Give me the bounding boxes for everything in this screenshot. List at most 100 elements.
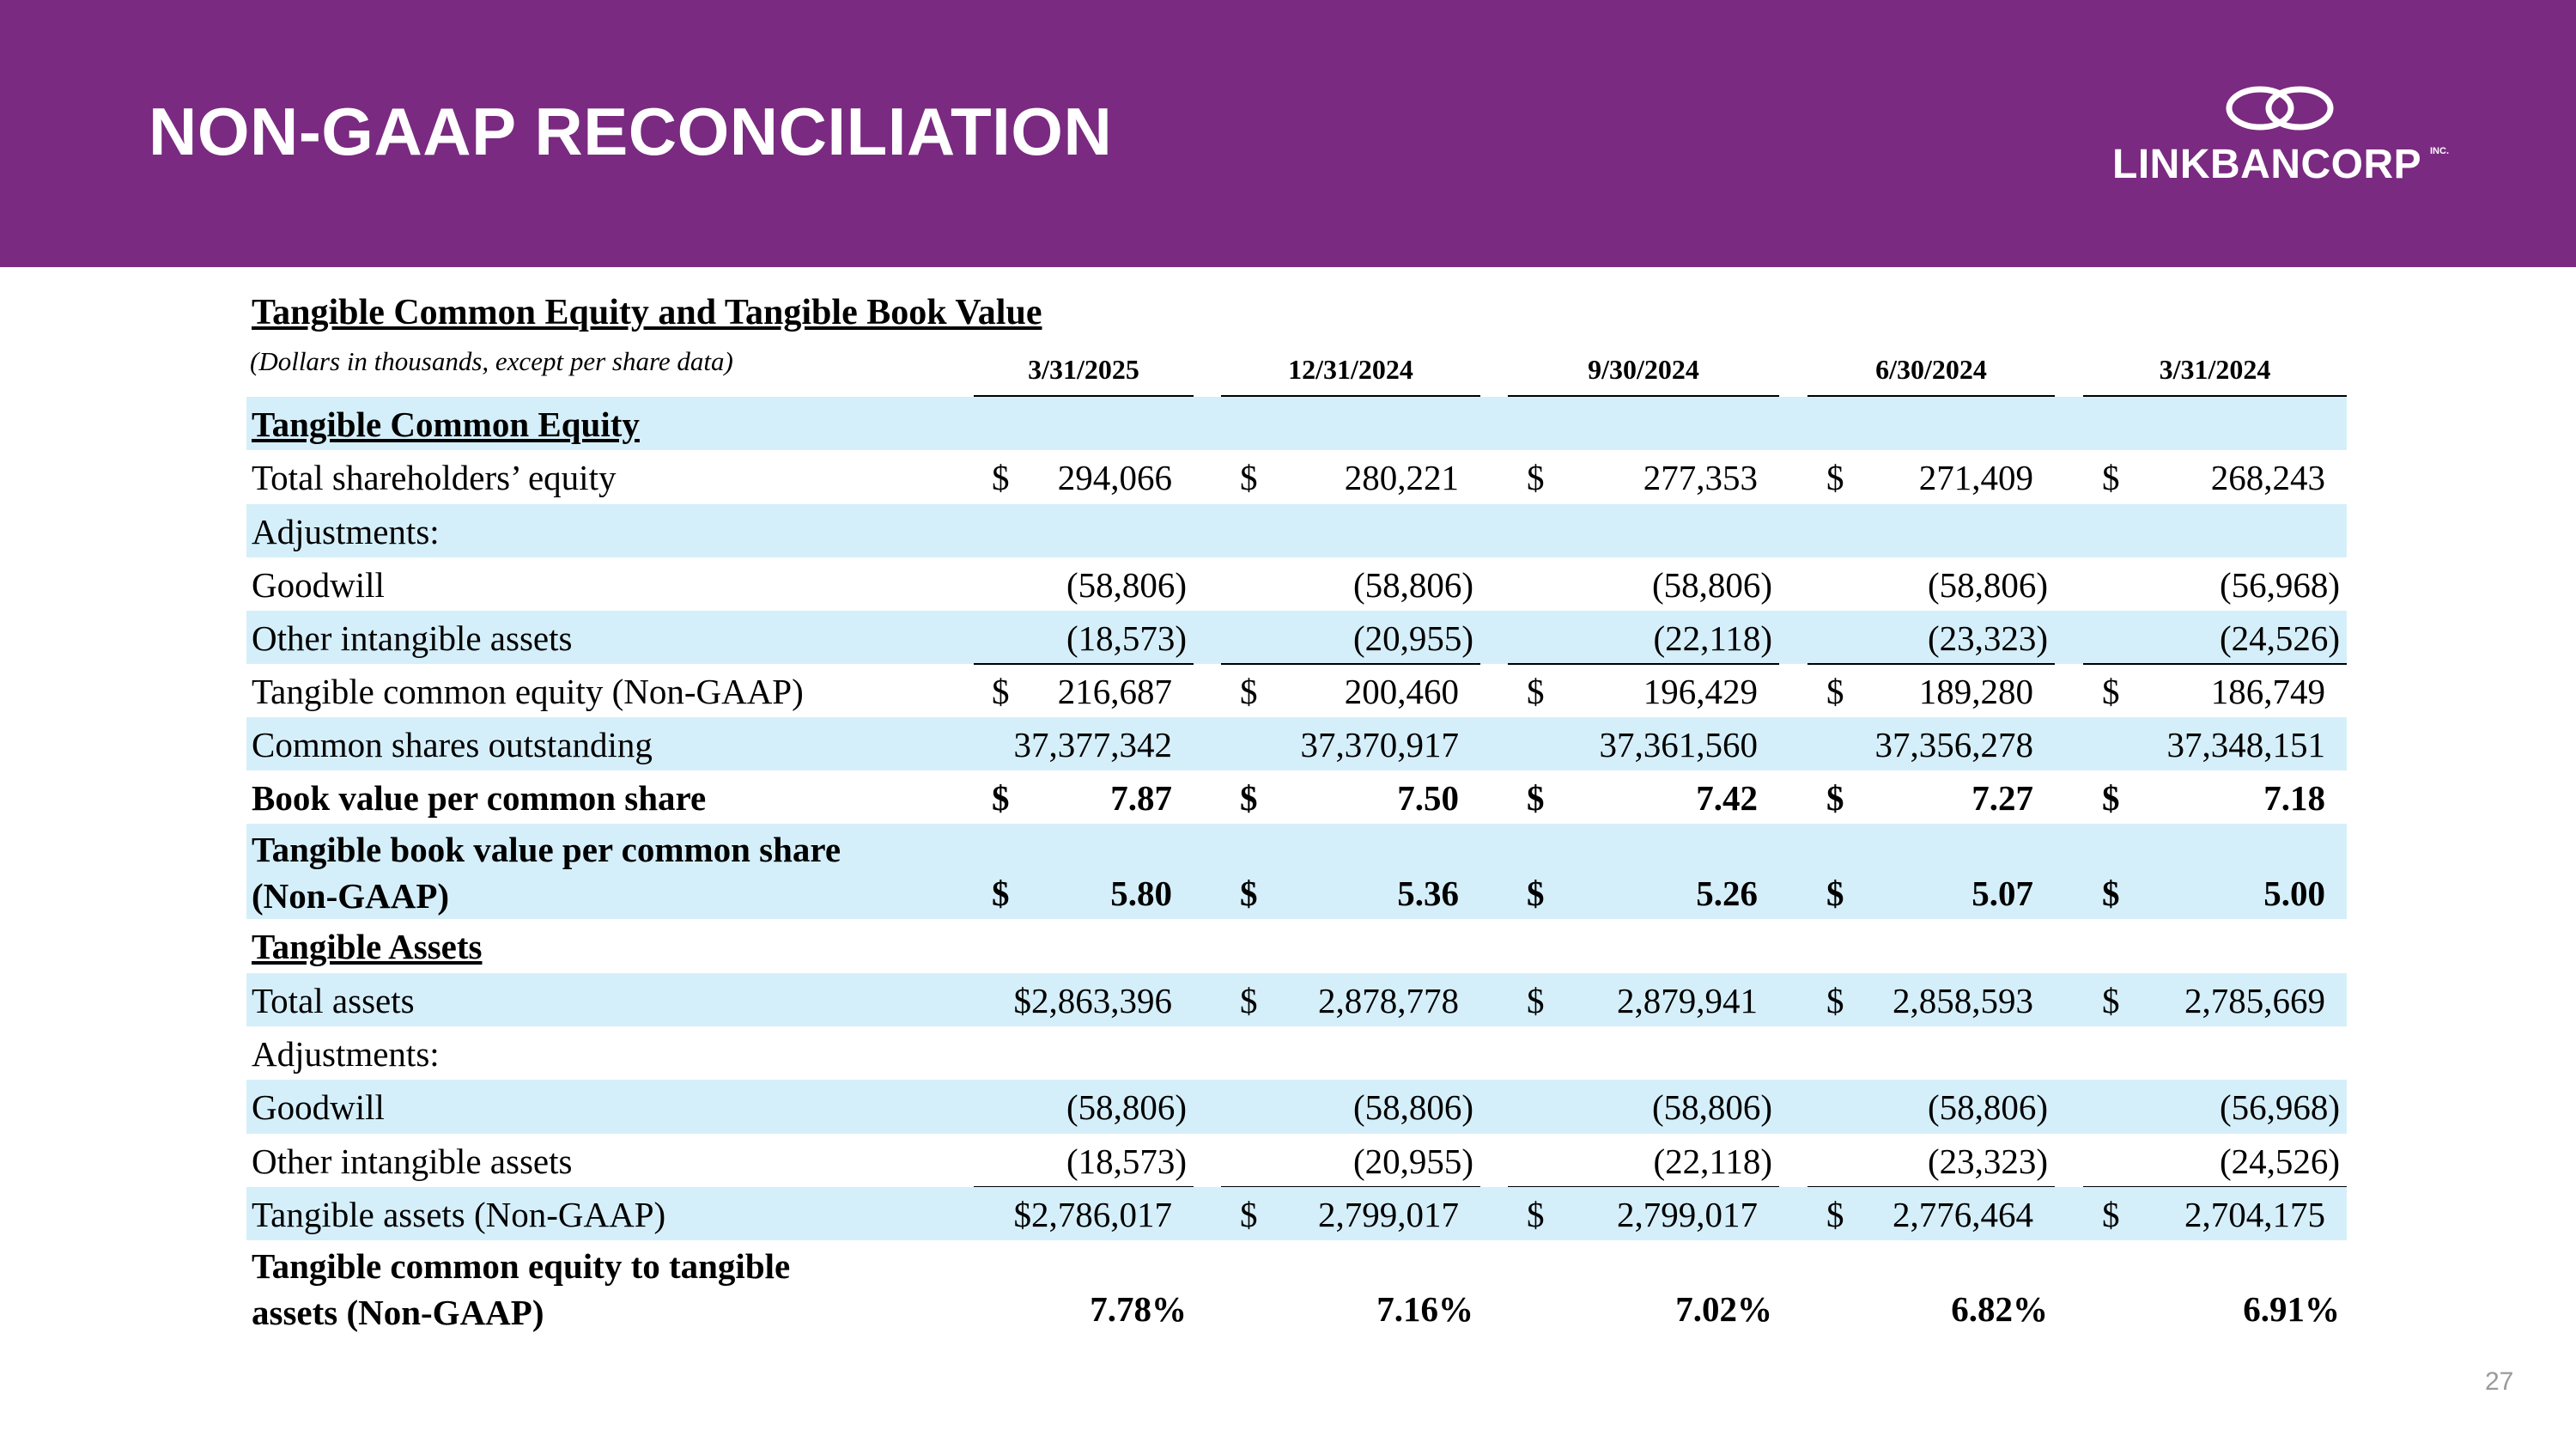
table-cell: 37,356,278: [1874, 725, 2034, 764]
row-label: Other intangible assets: [252, 618, 573, 658]
table-cell: 2,878,778: [1318, 981, 1459, 1020]
dollar-sign: $: [1826, 778, 1844, 818]
row-label: Tangible book value per common share: [252, 830, 841, 869]
row-label: Tangible common equity to tangible: [252, 1246, 791, 1286]
column-header: 12/31/2024: [1288, 354, 1413, 385]
dollar-sign: $: [1240, 458, 1258, 497]
dollar-sign: $: [1826, 458, 1844, 497]
table-cell: 5.00: [2263, 874, 2325, 913]
table-cell: (58,806): [1352, 565, 1473, 605]
table-row: Adjustments:: [246, 504, 2347, 557]
table-cell: 2,785,669: [2184, 981, 2325, 1020]
table-cell: (58,806): [1927, 565, 2048, 605]
page-number: 27: [2485, 1367, 2514, 1396]
subtotal-rule: [2083, 663, 2347, 665]
table-cell: 7.50: [1397, 778, 1459, 818]
table-row: Tangible common equity to tangible assets…: [246, 1240, 2347, 1335]
dollar-sign: $: [1826, 874, 1844, 913]
column-header: 6/30/2024: [1875, 354, 1987, 385]
column-header-rule: [1221, 395, 1480, 397]
slide-title: NON-GAAP RECONCILIATION: [149, 94, 1113, 169]
column-header-rule: [2083, 395, 2347, 397]
table-cell: 37,370,917: [1300, 725, 1460, 764]
dollar-sign: $: [2102, 778, 2120, 818]
table-cell: (24,526): [2219, 1142, 2340, 1181]
table-cell: 2,776,464: [1893, 1195, 2033, 1234]
column-header-rule: [1807, 395, 2055, 397]
table-row: Other intangible assets (18,573) (20,955) (…: [246, 1134, 2347, 1187]
table-cell: 7.27: [1971, 778, 2033, 818]
section-header-row: Tangible Common Equity: [246, 397, 2347, 450]
row-label: Book value per common share: [252, 778, 707, 818]
row-label: Total assets: [252, 981, 415, 1020]
table-cell: (56,968): [2219, 565, 2340, 605]
table-cell: (58,806): [1066, 565, 1187, 605]
dollar-sign: $: [992, 458, 1010, 497]
table-cell: 7.87: [1110, 778, 1172, 818]
column-header-rule: [974, 395, 1194, 397]
row-label: assets (Non-GAAP): [252, 1293, 544, 1332]
table-cell: 37,361,560: [1599, 725, 1759, 764]
table-cell: (58,806): [1927, 1087, 2048, 1127]
table-row: Tangible common equity (Non-GAAP) $216,68…: [246, 664, 2347, 717]
dollar-sign: $: [2102, 874, 2120, 913]
dollar-sign: $: [1527, 874, 1545, 913]
table-cell: 2,799,017: [1617, 1195, 1758, 1234]
table-cell: 5.80: [1110, 874, 1172, 913]
dollar-sign: $: [2102, 458, 2120, 497]
subtotal-rule: [1807, 663, 2055, 665]
table-title: Tangible Common Equity and Tangible Book…: [252, 293, 1042, 332]
table-row: Book value per common share $7.87 $7.50 $7.…: [246, 770, 2347, 824]
column-header: 3/31/2025: [1028, 354, 1139, 385]
table-cell: 7.02%: [1675, 1289, 1772, 1329]
table-cell: 277,353: [1643, 458, 1758, 497]
column-header: 3/31/2024: [2159, 354, 2271, 385]
table-cell: (58,806): [1651, 1087, 1772, 1127]
table-cell: 294,066: [1057, 458, 1172, 497]
row-label: (Non-GAAP): [252, 876, 450, 916]
dollar-sign: $: [1240, 1195, 1258, 1234]
dollar-sign: $: [1826, 981, 1844, 1020]
table-row: Other intangible assets (18,573) (20,955) (…: [246, 611, 2347, 664]
table-cell: 268,243: [2210, 458, 2325, 497]
dollar-sign: $: [1527, 778, 1545, 818]
dollar-sign: $: [2102, 1195, 2120, 1234]
table-cell: 5.26: [1696, 874, 1758, 913]
table-row: Total shareholders’ equity $294,066 $280,2…: [246, 450, 2347, 504]
table-cell: 186,749: [2210, 672, 2325, 711]
dollar-sign: $: [1240, 981, 1258, 1020]
dollar-sign: $: [1240, 874, 1258, 913]
subtotal-rule: [974, 663, 1194, 665]
table-row: Total assets $2,863,396 $2,878,778 $2,879,9…: [246, 973, 2347, 1026]
table-cell: 200,460: [1344, 672, 1459, 711]
dollar-sign: $: [992, 874, 1010, 913]
dollar-sign: $: [1527, 981, 1545, 1020]
table-cell: 196,429: [1643, 672, 1758, 711]
linked-rings-icon: [2226, 86, 2334, 131]
table-subtitle: (Dollars in thousands, except per share …: [250, 346, 733, 376]
table-row: Tangible assets (Non-GAAP) $2,786,017 $2,7…: [246, 1187, 2347, 1240]
table-cell: (20,955): [1352, 1142, 1473, 1181]
dollar-sign: $: [1240, 778, 1258, 818]
table-cell: 5.07: [1971, 874, 2033, 913]
table-cell: (58,806): [1352, 1087, 1473, 1127]
table-cell: 189,280: [1918, 672, 2033, 711]
table-cell: 2,799,017: [1318, 1195, 1459, 1234]
slide-header: NON-GAAP RECONCILIATION LINKBANCORP INC.: [0, 0, 2576, 267]
table-cell: 7.42: [1696, 778, 1758, 818]
dollar-sign: $: [1826, 1195, 1844, 1234]
table-cell: 271,409: [1918, 458, 2033, 497]
subtotal-rule: [1508, 663, 1779, 665]
section-header-row: Tangible Assets: [246, 919, 2347, 973]
dollar-sign: $: [2102, 672, 2120, 711]
table-cell: 5.36: [1397, 874, 1459, 913]
table-cell: (22,118): [1653, 1142, 1772, 1181]
table-cell: (23,323): [1927, 618, 2048, 658]
table-cell: (18,573): [1066, 1142, 1187, 1181]
section-title: Tangible Assets: [252, 927, 483, 966]
section-title: Tangible Common Equity: [252, 405, 640, 444]
row-label: Common shares outstanding: [252, 725, 653, 764]
table-cell: 6.91%: [2243, 1289, 2340, 1329]
table-cell: 37,348,151: [2166, 725, 2326, 764]
linkbancorp-logo: LINKBANCORP INC.: [2112, 84, 2456, 196]
